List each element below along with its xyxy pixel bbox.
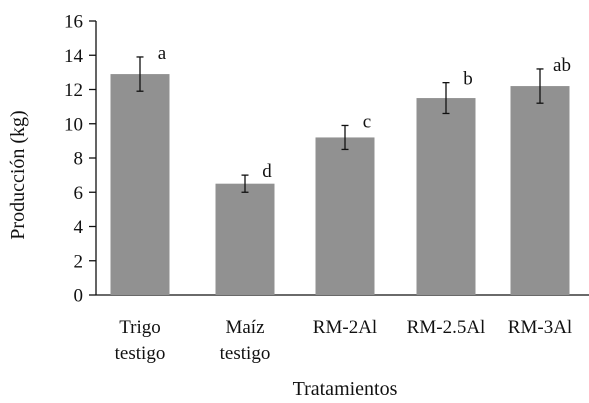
category-label-line: testigo — [220, 343, 271, 364]
y-tick-label: 8 — [74, 149, 84, 170]
y-axis: 0 2 4 6 8 10 12 14 16 — [64, 12, 97, 307]
y-tick-label: 4 — [74, 217, 84, 238]
bar — [416, 98, 476, 295]
bar — [510, 86, 570, 295]
category-label: RM-3Al — [508, 317, 572, 338]
category-label-line: RM-2Al — [313, 317, 377, 338]
category-label-line: Maíz — [225, 317, 264, 338]
y-tick-label: 0 — [74, 286, 84, 307]
y-tick-label: 10 — [64, 114, 83, 135]
significance-label: b — [463, 69, 473, 90]
category-label: RM-2Al — [313, 317, 377, 338]
x-axis-label: Tratamientos — [293, 378, 398, 400]
bar — [315, 137, 375, 295]
bar — [215, 183, 275, 295]
category-label-line: RM-3Al — [508, 317, 572, 338]
error-bars — [136, 56, 544, 193]
category-label: Trigo testigo — [115, 317, 166, 364]
bars — [110, 74, 570, 296]
y-tick-label: 14 — [64, 46, 84, 67]
category-label-line: testigo — [115, 343, 166, 364]
category-label-line: Trigo — [119, 317, 161, 338]
category-label: Maíz testigo — [220, 317, 271, 364]
category-label-line: RM-2.5Al — [407, 317, 486, 338]
y-tick-label: 6 — [74, 183, 84, 204]
significance-label: d — [262, 161, 272, 182]
category-labels: Trigo testigo Maíz testigo RM-2Al RM-2.5Al RM-… — [115, 317, 573, 364]
significance-labels: a d c b ab — [158, 43, 571, 182]
bar — [110, 74, 170, 296]
y-tick-label: 2 — [74, 251, 84, 272]
y-axis-label: Producción (kg) — [7, 110, 29, 239]
category-label: RM-2.5Al — [407, 317, 486, 338]
significance-label: c — [363, 111, 371, 132]
significance-label: ab — [553, 55, 571, 76]
significance-label: a — [158, 43, 167, 64]
y-tick-label: 16 — [64, 12, 83, 33]
y-tick-label: 12 — [64, 80, 83, 101]
